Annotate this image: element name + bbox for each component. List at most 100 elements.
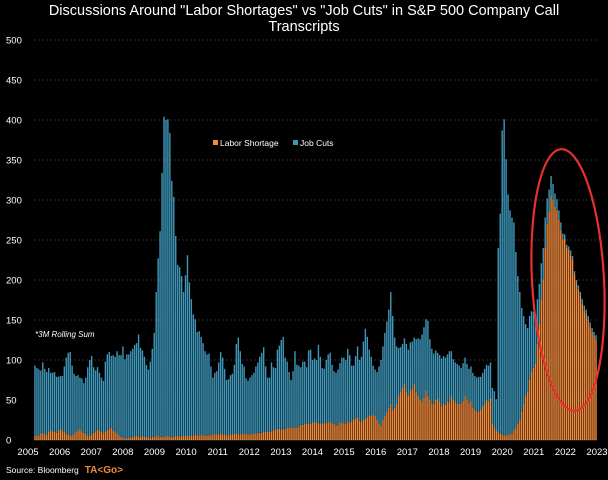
bar-labor-shortage [524,396,527,440]
bar-labor-shortage [182,436,185,440]
bar-job-cuts [302,361,304,425]
x-tick-label: 2007 [81,447,102,458]
bar-job-cuts [83,383,85,433]
bar-labor-shortage [485,400,488,440]
bar-job-cuts [200,336,202,435]
bar-labor-shortage [180,436,183,440]
bar-job-cuts [571,256,574,260]
bar-labor-shortage [292,427,294,440]
bar-labor-shortage [46,434,48,440]
bar-labor-shortage [505,435,507,440]
bar-labor-shortage [419,400,421,440]
x-tick-label: 2019 [460,447,481,458]
bar-job-cuts [362,341,365,420]
bar-job-cuts [298,365,300,427]
bar-job-cuts [257,362,259,433]
source-line: Source: Bloomberg TA<Go> [6,465,123,476]
bar-job-cuts [169,132,171,437]
bar-labor-shortage [587,320,589,440]
bar-labor-shortage [302,424,304,440]
bar-job-cuts [503,119,505,436]
bar-labor-shortage [444,404,447,440]
bar-job-cuts [290,380,292,428]
bar-labor-shortage [515,428,517,440]
bar-labor-shortage [253,433,255,440]
bar-job-cuts [595,335,597,340]
bar-job-cuts [374,369,376,416]
bar-job-cuts [350,365,353,422]
bar-job-cuts [466,364,468,400]
bar-job-cuts [270,362,273,432]
bar-job-cuts [196,332,198,436]
bar-labor-shortage [325,423,327,440]
bar-job-cuts [487,365,490,402]
bar-job-cuts [112,355,114,431]
bar-job-cuts [40,370,42,434]
bar-job-cuts [478,376,480,412]
bar-labor-shortage [564,238,566,440]
bar-labor-shortage [352,419,355,440]
bar-labor-shortage [235,433,238,440]
bar-labor-shortage [364,418,367,440]
bar-job-cuts [268,377,271,432]
bar-labor-shortage [227,435,230,440]
bar-labor-shortage [143,436,146,440]
bar-job-cuts [124,359,126,439]
bar-job-cuts [118,355,120,436]
bar-job-cuts [67,352,69,435]
bar-labor-shortage [571,260,574,440]
bar-labor-shortage [102,433,105,440]
bar-job-cuts [247,380,249,435]
bar-labor-shortage [81,431,83,440]
bar-labor-shortage [487,401,490,440]
bar-job-cuts [233,364,236,434]
bar-labor-shortage [354,418,357,440]
bar-labor-shortage [407,396,410,440]
bar-labor-shortage [470,400,472,440]
bar-job-cuts [472,372,474,408]
bar-labor-shortage [521,412,523,440]
bar-labor-shortage [495,430,498,440]
bar-labor-shortage [397,396,400,440]
bar-labor-shortage [349,422,351,440]
bar-labor-shortage [315,422,318,440]
bar-labor-shortage [282,428,284,440]
bar-job-cuts [562,233,564,240]
bar-labor-shortage [513,430,515,440]
bar-job-cuts [427,320,429,396]
bar-job-cuts [548,189,550,212]
legend-label-job-cuts: Job Cuts [300,138,334,148]
bar-labor-shortage [307,423,310,440]
x-tick-label: 2014 [302,447,323,458]
bar-labor-shortage [509,434,511,440]
bar-job-cuts [261,352,263,433]
x-tick-label: 2013 [270,447,291,458]
bar-job-cuts [446,354,449,402]
bar-labor-shortage [567,249,570,440]
bar-labor-shortage [327,422,329,440]
bar-job-cuts [556,199,558,211]
bar-labor-shortage [528,380,531,440]
bar-labor-shortage [69,435,71,440]
bar-labor-shortage [243,433,245,440]
bar-job-cuts [81,378,83,432]
bar-labor-shortage [438,401,441,440]
bar-labor-shortage [218,434,220,440]
bar-labor-shortage [71,436,73,440]
bar-job-cuts [401,344,404,388]
bar-job-cuts [352,365,355,420]
bar-labor-shortage [493,428,496,440]
bar-labor-shortage [116,433,118,440]
bar-job-cuts [47,368,50,432]
bar-job-cuts [329,352,331,422]
bar-labor-shortage [223,434,226,440]
bar-job-cuts [227,379,230,436]
bar-job-cuts [44,368,46,434]
bar-labor-shortage [300,424,302,440]
bar-job-cuts [499,213,501,434]
bar-labor-shortage [585,313,587,440]
bar-job-cuts [349,355,351,423]
bar-labor-shortage [204,435,206,440]
bar-labor-shortage [452,400,455,440]
bar-job-cuts [470,366,472,401]
